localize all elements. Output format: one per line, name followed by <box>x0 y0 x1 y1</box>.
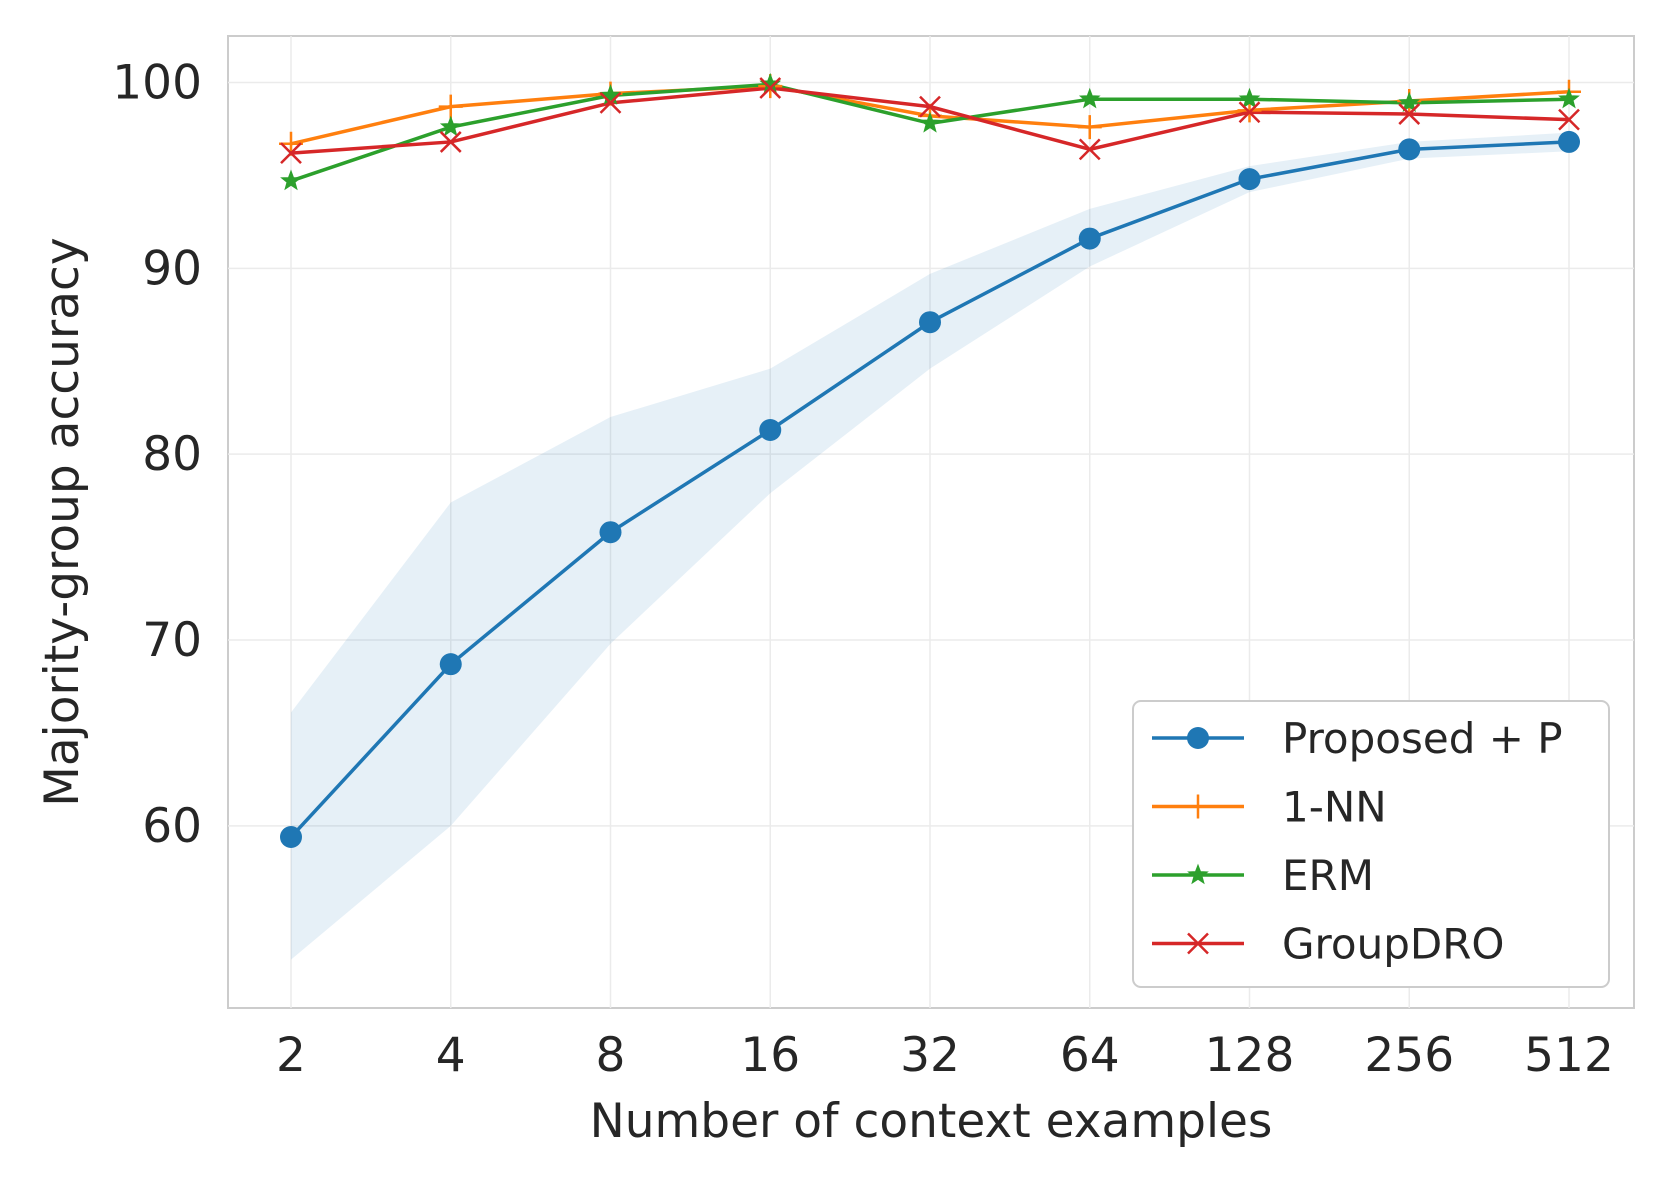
data-point <box>1078 227 1101 250</box>
data-point <box>759 77 782 99</box>
data-point <box>1238 168 1261 191</box>
confidence-band <box>291 132 1569 960</box>
data-point <box>1238 101 1261 124</box>
y-tick-labels: 60 70 80 90 100 <box>112 55 202 853</box>
x-tick-label: 4 <box>436 1028 466 1083</box>
data-point <box>1186 794 1210 819</box>
data-point <box>1398 103 1421 125</box>
data-point <box>1077 115 1102 140</box>
x-tick-label: 8 <box>596 1028 626 1083</box>
x-tick-label: 256 <box>1364 1028 1454 1083</box>
data-point <box>1558 130 1580 153</box>
data-point <box>1398 91 1421 113</box>
data-point <box>599 521 622 544</box>
data-point <box>438 94 463 119</box>
data-point <box>1238 87 1261 109</box>
data-point <box>1187 932 1209 955</box>
legend-label: GroupDRO <box>1282 920 1504 969</box>
legend-label: Proposed + P <box>1282 714 1563 763</box>
data-point <box>1558 108 1580 131</box>
x-tick-label: 16 <box>740 1028 800 1083</box>
x-axis-label: Number of context examples <box>590 1094 1273 1149</box>
data-point <box>599 84 622 105</box>
legend-box <box>1132 700 1610 988</box>
x-tick-label: 2 <box>276 1028 306 1083</box>
data-point <box>280 142 302 164</box>
data-point <box>919 111 941 133</box>
data-point <box>759 419 782 442</box>
x-tick-label: 512 <box>1524 1028 1614 1083</box>
x-tick-label: 64 <box>1060 1028 1120 1083</box>
data-point <box>439 115 462 137</box>
confidence-bands <box>291 132 1569 960</box>
data-point <box>439 131 462 153</box>
data-point <box>280 826 302 849</box>
legend-label: ERM <box>1282 851 1374 900</box>
legend: Proposed + P 1-NN ERM GroupDRO <box>1132 700 1610 988</box>
data-point <box>280 169 302 191</box>
x-tick-labels: 2 4 8 16 32 64 128 256 512 <box>276 1028 1614 1083</box>
legend-label: 1-NN <box>1282 783 1387 832</box>
data-point <box>919 95 941 118</box>
y-axis-label: Majority-group accuracy <box>35 237 90 806</box>
data-point <box>1078 138 1101 161</box>
x-tick-label: 32 <box>900 1028 960 1083</box>
series-markers <box>279 72 1581 849</box>
data-point <box>1398 138 1421 161</box>
y-tick-label: 90 <box>142 241 202 296</box>
y-tick-label: 70 <box>142 613 202 668</box>
data-point <box>599 92 622 114</box>
data-point <box>1187 727 1209 749</box>
y-tick-label: 60 <box>142 799 202 854</box>
data-point <box>1078 87 1101 109</box>
data-point <box>1558 87 1580 109</box>
x-tick-label: 128 <box>1205 1028 1295 1083</box>
data-point <box>439 653 462 676</box>
y-tick-label: 100 <box>112 55 202 110</box>
y-tick-label: 80 <box>142 427 202 482</box>
data-point <box>919 311 941 334</box>
data-point <box>1187 863 1209 885</box>
